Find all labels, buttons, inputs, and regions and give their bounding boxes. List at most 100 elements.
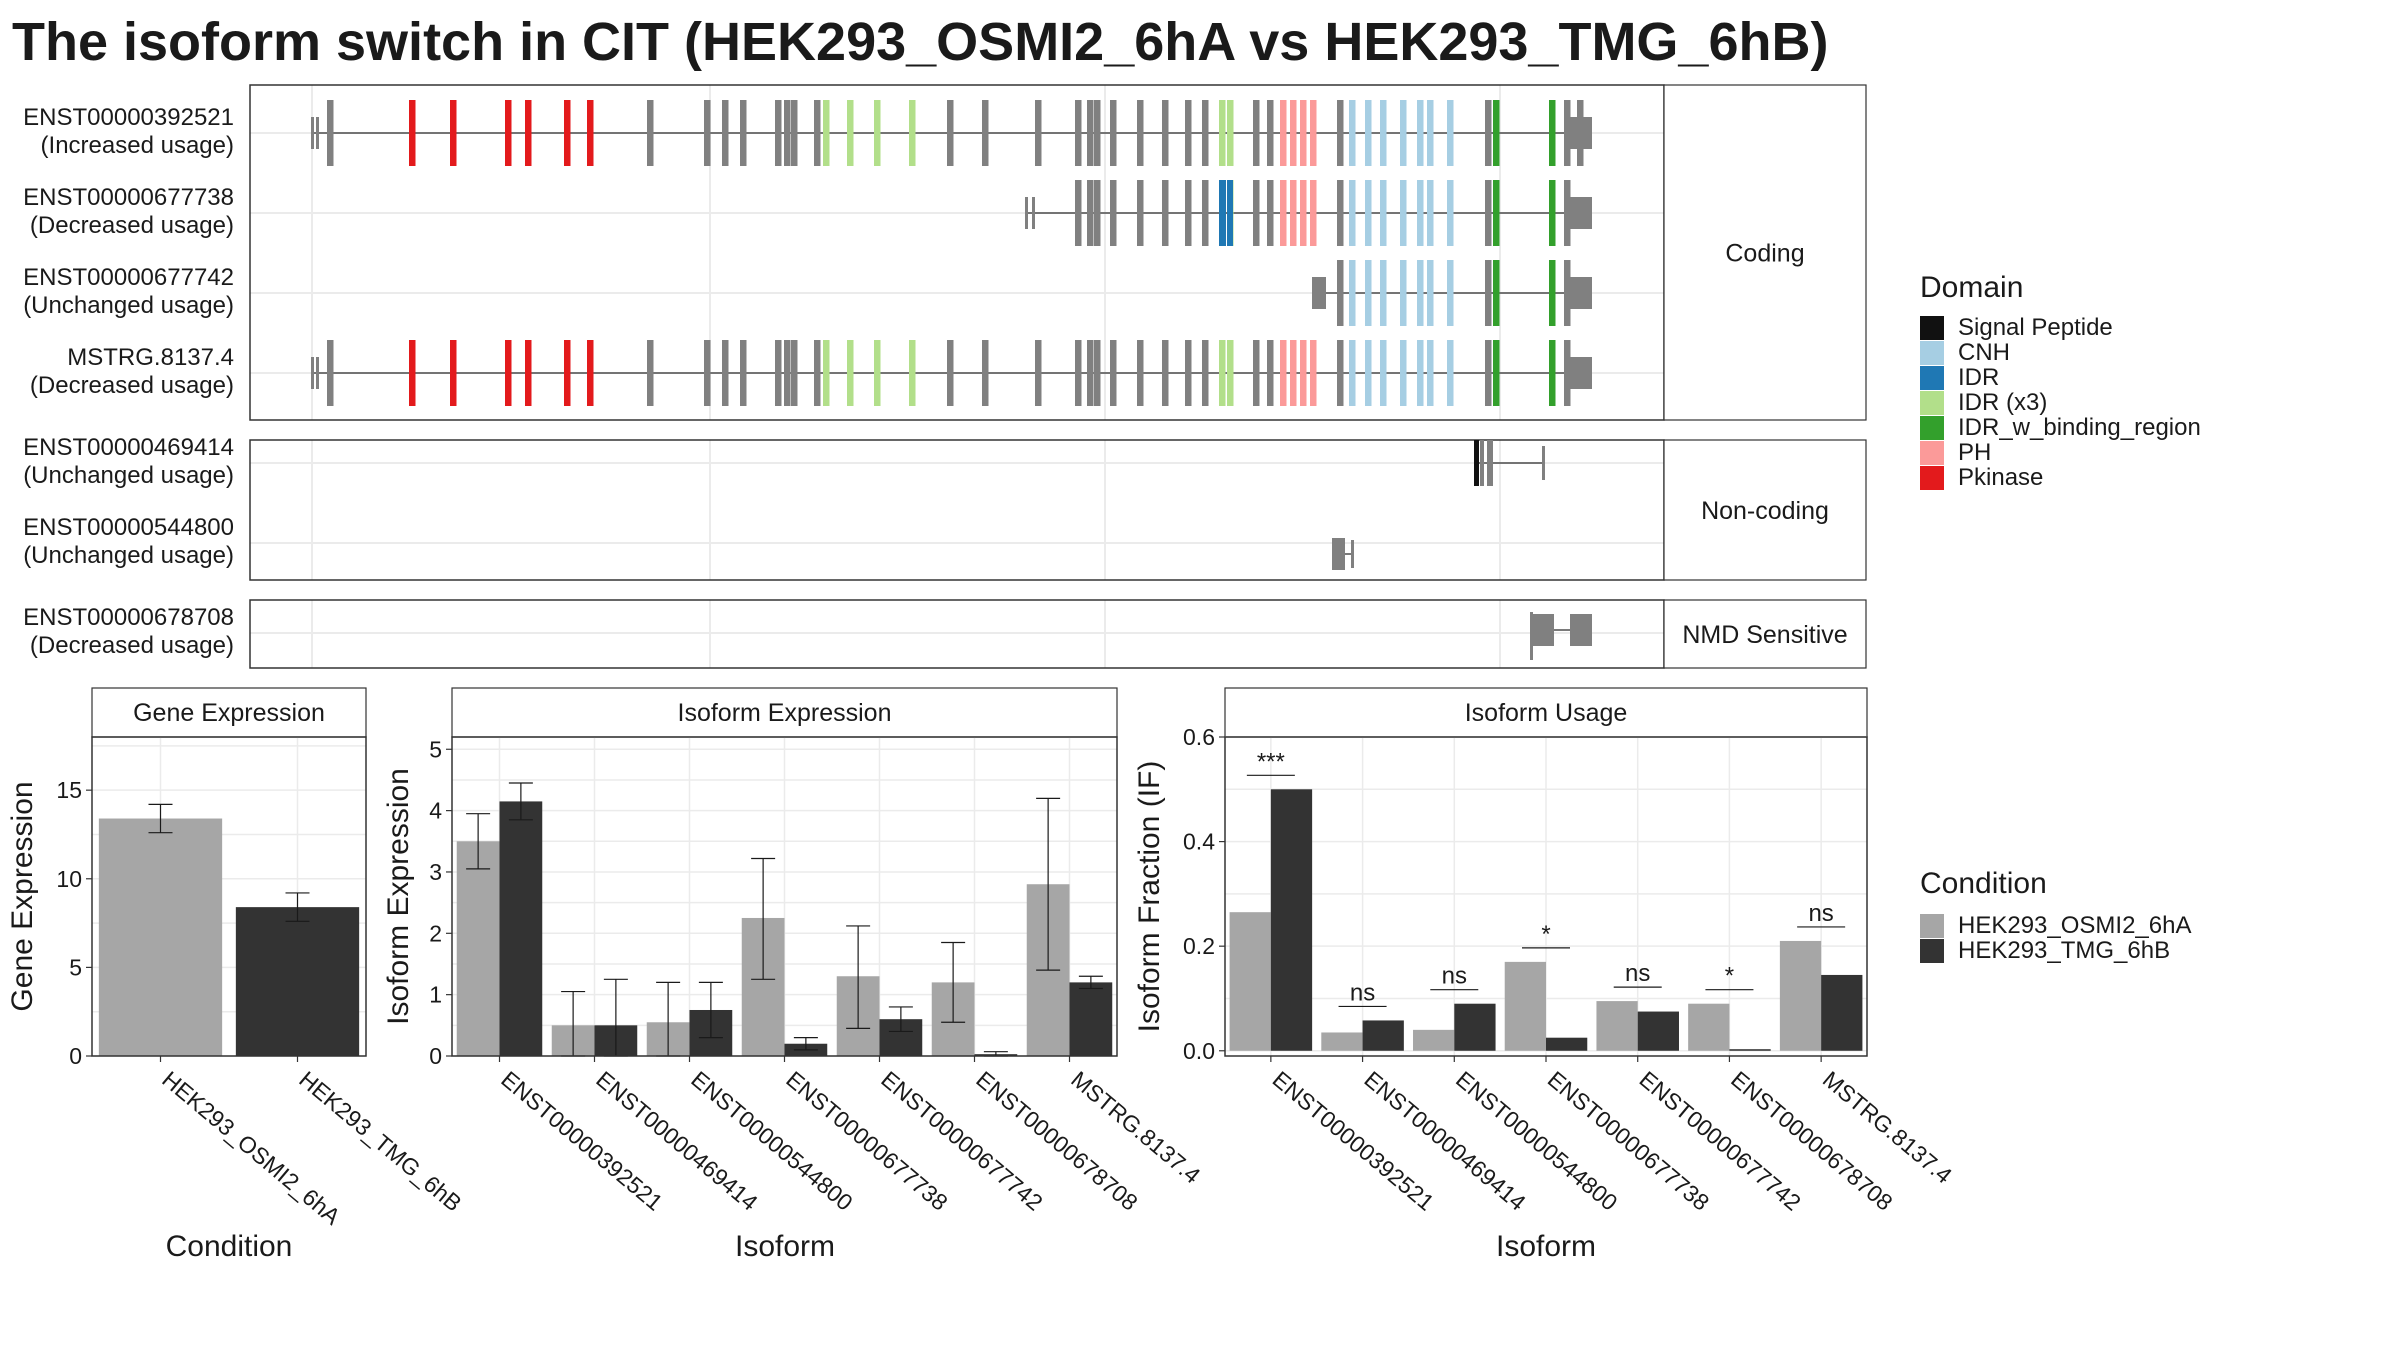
domain-legend-label: IDR (x3) [1958, 389, 2047, 416]
bar [499, 801, 543, 1056]
coding-exon [1349, 180, 1356, 246]
significance-label: * [1725, 963, 1734, 990]
domain-legend-title: Domain [1920, 271, 2023, 304]
coding-exon [409, 100, 416, 166]
coding-exon [564, 340, 571, 406]
utr-exon [311, 117, 314, 149]
group-strip-label: Non-coding [1701, 497, 1829, 525]
coding-exon [587, 340, 594, 406]
strip-box [1224, 687, 1868, 738]
x-tick-label: ENST00000469414 [1359, 1066, 1531, 1216]
coding-exon [1087, 100, 1094, 166]
coding-exon [1380, 180, 1387, 246]
idr-domain-exon [1219, 180, 1226, 246]
bar [1229, 912, 1271, 1051]
coding-exon [1137, 100, 1144, 166]
coding-exon [1075, 340, 1082, 406]
bar [1270, 789, 1313, 1051]
utr-exon [316, 357, 319, 389]
transcript-structure-panel: Coding ENST00000392521(Increased usage) EN… [23, 84, 1867, 669]
domain-legend-swatch [1920, 466, 1944, 490]
coding-exon [1380, 100, 1387, 166]
error-bar [846, 925, 871, 1029]
chart-strip-title: Isoform Expression [678, 699, 892, 727]
coding-exon [525, 340, 532, 406]
coding-exon [1447, 340, 1454, 406]
coding-exon [1310, 340, 1317, 406]
coding-exon [1493, 100, 1500, 166]
group-strip-label: NMD Sensitive [1682, 621, 1847, 649]
coding-exon [1564, 260, 1571, 326]
y-tick-label: 4 [429, 798, 442, 824]
exon [1532, 614, 1554, 646]
significance-label: ns [1350, 979, 1375, 1006]
bar [1504, 961, 1546, 1051]
transcript-ENST00000678708 [1530, 612, 1592, 660]
coding-exon [947, 100, 954, 166]
error-bar [751, 857, 776, 980]
significance-label: *** [1257, 748, 1285, 775]
coding-exon [1202, 180, 1209, 246]
utr-exon [1570, 357, 1592, 389]
bar [1688, 1003, 1730, 1051]
coding-exon [1493, 340, 1500, 406]
coding-exon [874, 100, 881, 166]
condition-legend-swatch [1920, 939, 1944, 963]
error-bar [1036, 797, 1061, 971]
coding-exon [1162, 340, 1169, 406]
coding-exon [1549, 340, 1556, 406]
coding-exon [823, 340, 830, 406]
transcript-ENST00000677742 [1312, 260, 1592, 326]
coding-exon [1267, 340, 1274, 406]
utr-exon [1570, 277, 1592, 309]
bar [1596, 1001, 1638, 1051]
coding-exon [1417, 180, 1424, 246]
coding-exon [1365, 340, 1372, 406]
coding-exon [791, 340, 798, 406]
x-axis-title: Condition [166, 1230, 293, 1263]
domain-legend-label: Signal Peptide [1958, 314, 2113, 341]
signal-peptide-exon [1474, 440, 1479, 486]
domain-legend-label: Pkinase [1958, 464, 2043, 491]
coding-exon [1202, 340, 1209, 406]
bar [1637, 1011, 1679, 1051]
error-bar [793, 1036, 818, 1051]
error-bar [1078, 975, 1103, 990]
coding-exon [1094, 180, 1101, 246]
coding-exon [1290, 340, 1297, 406]
x-tick-label: ENST00000544800 [686, 1066, 858, 1216]
coding-exon [1162, 100, 1169, 166]
coding-exon [1564, 340, 1571, 406]
x-tick-label: ENST00000544800 [1451, 1066, 1623, 1216]
y-tick-label: 15 [56, 777, 82, 803]
coding-exon [1162, 180, 1169, 246]
coding-exon [1493, 180, 1500, 246]
bar [456, 841, 500, 1056]
bar [1321, 1032, 1363, 1051]
figure-title: The isoform switch in CIT (HEK293_OSMI2_… [12, 12, 1828, 72]
coding-exon [1310, 100, 1317, 166]
x-axis-title: Isoform [735, 1230, 835, 1263]
exon [1480, 440, 1484, 486]
coding-exon [791, 100, 798, 166]
coding-exon [947, 340, 954, 406]
transcript-usage-label: (Increased usage) [41, 132, 234, 159]
strip-box [1663, 84, 1867, 421]
bar [1413, 1029, 1455, 1051]
condition-legend-label: HEK293_OSMI2_6hA [1958, 912, 2191, 939]
x-tick-label: ENST00000677742 [876, 1066, 1048, 1216]
coding-exon [1427, 260, 1434, 326]
coding-exon [1035, 100, 1042, 166]
coding-exon [1110, 100, 1117, 166]
transcript-usage-label: (Decreased usage) [30, 372, 234, 399]
coding-exon [1185, 100, 1192, 166]
coding-exon [1185, 340, 1192, 406]
coding-exon [1564, 180, 1571, 246]
domain-legend-swatch [1920, 416, 1944, 440]
coding-exon [1427, 100, 1434, 166]
bar [235, 907, 360, 1056]
error-bar [508, 782, 533, 821]
error-bar [941, 941, 966, 1023]
error-bar [698, 981, 723, 1039]
